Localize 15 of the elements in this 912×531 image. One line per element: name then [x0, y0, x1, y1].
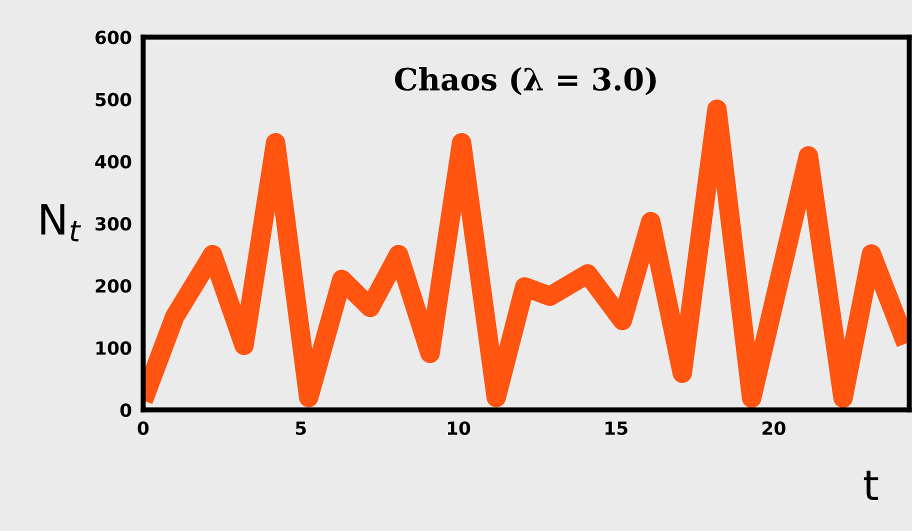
y-tick-label: 500	[96, 92, 132, 106]
y-tick-label: 300	[96, 217, 132, 231]
y-axis-title: N$_{t}$	[41, 204, 82, 242]
x-tick-label: 20	[762, 421, 786, 436]
x-tick-label: 5	[296, 422, 306, 436]
x-tick-label: 15	[606, 422, 628, 436]
x-tick-label: 0	[138, 421, 149, 436]
y-tick-label: 400	[95, 154, 132, 169]
y-tick-label: 0	[120, 403, 132, 418]
y-tick-label: 200	[96, 279, 132, 293]
text: Chaos (λ = 3.0)	[395, 67, 656, 96]
y-tick-label: 600	[96, 30, 132, 44]
y-tick-label: 100	[96, 341, 132, 355]
x-tick-label: 10	[448, 421, 470, 436]
x-axis-title: t	[864, 470, 878, 500]
